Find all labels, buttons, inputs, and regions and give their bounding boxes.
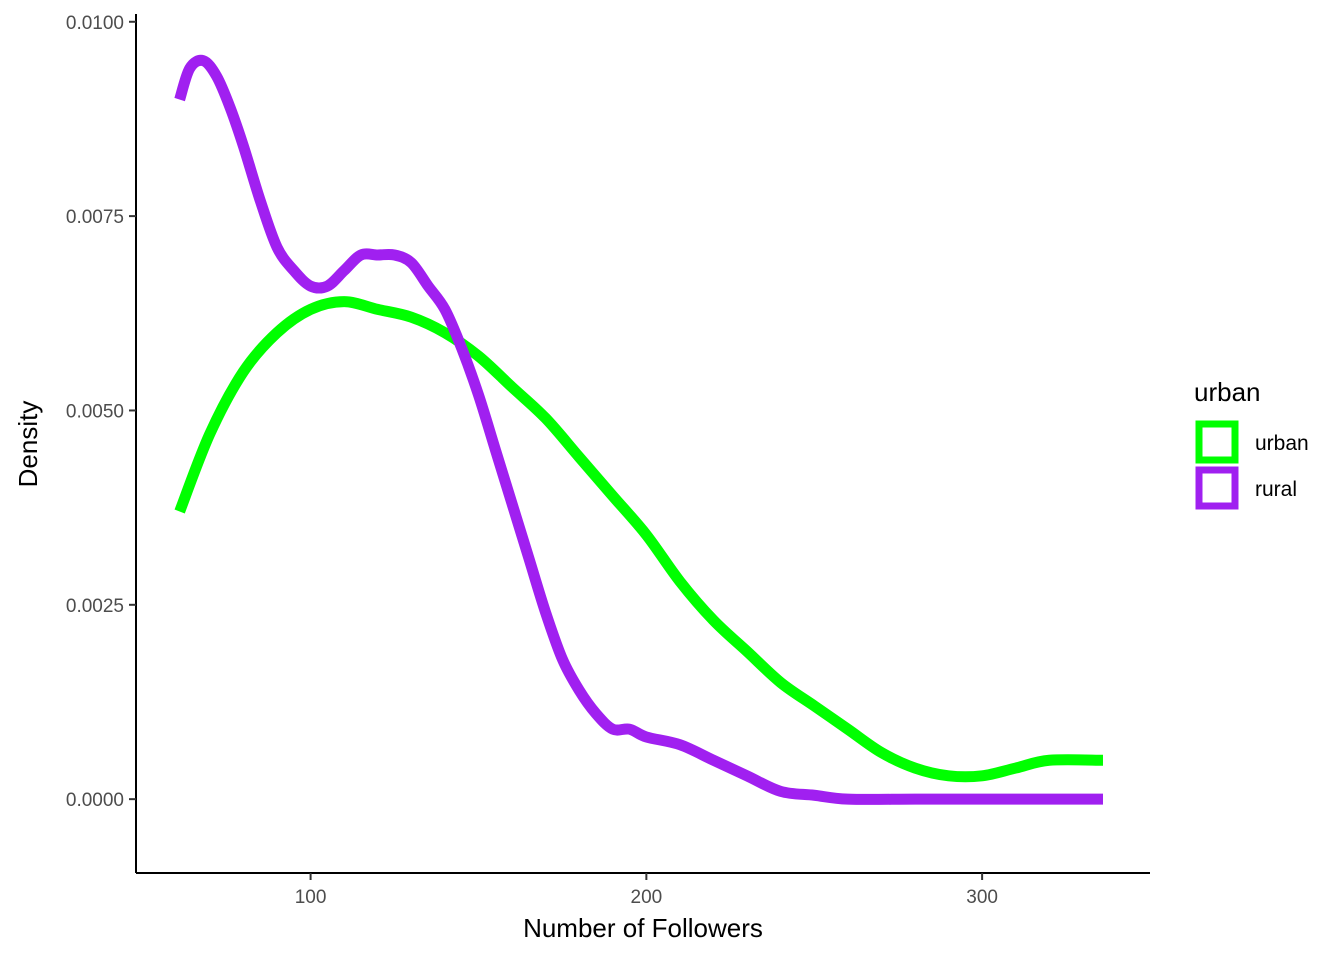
legend: urban urban rural	[1194, 377, 1309, 510]
y-tick-label: 0.0100	[66, 13, 124, 34]
y-tick-label: 0.0050	[66, 401, 124, 422]
legend-label-rural: rural	[1255, 478, 1297, 501]
x-axis-title: Number of Followers	[523, 913, 763, 943]
plot-area	[174, 54, 1104, 805]
legend-key-urban	[1195, 420, 1239, 464]
x-tick-label: 200	[631, 887, 663, 908]
density-line-urban	[174, 296, 1104, 783]
legend-label-urban: urban	[1255, 432, 1309, 455]
x-tick-label: 300	[966, 887, 998, 908]
x-tick-label: 100	[295, 887, 327, 908]
y-axis-ticks: 0.0000 0.0025 0.0050 0.0075 0.0100	[66, 13, 136, 811]
y-tick-label: 0.0075	[66, 207, 124, 228]
legend-title: urban	[1194, 377, 1261, 407]
y-tick-label: 0.0000	[66, 790, 124, 811]
density-line-rural	[174, 54, 1103, 805]
legend-key-rural	[1195, 466, 1239, 510]
x-axis-ticks: 100 200 300	[295, 873, 998, 908]
y-axis-title: Density	[13, 401, 43, 488]
y-tick-label: 0.0025	[66, 596, 124, 617]
